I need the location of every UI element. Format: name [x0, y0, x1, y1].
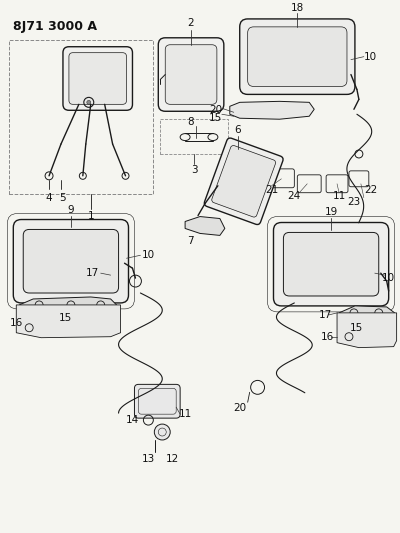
Text: 2: 2	[188, 18, 194, 28]
Text: 15: 15	[59, 313, 72, 323]
Bar	[160, 119, 228, 154]
Text: 4: 4	[46, 192, 52, 203]
Text: 15: 15	[209, 113, 222, 123]
FancyBboxPatch shape	[284, 232, 379, 296]
Text: 11: 11	[332, 191, 346, 201]
Text: 8: 8	[187, 117, 193, 127]
Circle shape	[87, 100, 91, 104]
Text: 22: 22	[364, 185, 378, 195]
Text: 11: 11	[178, 409, 192, 419]
Text: 21: 21	[265, 185, 278, 195]
FancyBboxPatch shape	[274, 222, 389, 306]
Text: 20: 20	[209, 106, 222, 115]
Polygon shape	[337, 313, 397, 348]
Polygon shape	[16, 305, 120, 338]
Text: 3: 3	[191, 165, 197, 175]
Text: 16: 16	[320, 332, 334, 342]
Text: 9: 9	[68, 205, 74, 215]
FancyBboxPatch shape	[13, 220, 128, 303]
Polygon shape	[230, 101, 314, 119]
Text: 5: 5	[60, 192, 66, 203]
FancyBboxPatch shape	[248, 27, 347, 86]
Text: 10: 10	[142, 251, 155, 260]
Polygon shape	[185, 216, 225, 236]
Text: 12: 12	[166, 454, 179, 464]
Text: 10: 10	[382, 273, 395, 283]
Polygon shape	[339, 306, 395, 320]
Text: 1: 1	[88, 211, 94, 221]
FancyBboxPatch shape	[158, 38, 224, 111]
FancyBboxPatch shape	[212, 146, 276, 217]
FancyBboxPatch shape	[69, 53, 126, 104]
Text: 7: 7	[187, 236, 193, 246]
Text: 24: 24	[288, 191, 301, 201]
Text: 23: 23	[347, 197, 360, 207]
FancyBboxPatch shape	[240, 19, 355, 94]
FancyBboxPatch shape	[23, 229, 118, 293]
Text: 20: 20	[233, 403, 246, 413]
Text: 8J71 3000 A: 8J71 3000 A	[13, 20, 97, 33]
Text: 16: 16	[9, 318, 22, 328]
Text: 18: 18	[291, 3, 304, 13]
Bar	[9, 40, 153, 193]
Text: 10: 10	[364, 52, 377, 62]
Text: 15: 15	[350, 323, 364, 333]
Text: 14: 14	[126, 415, 139, 425]
Polygon shape	[19, 297, 116, 313]
FancyBboxPatch shape	[63, 47, 132, 110]
Circle shape	[154, 424, 170, 440]
Text: 17: 17	[86, 268, 99, 278]
FancyBboxPatch shape	[134, 384, 180, 418]
FancyBboxPatch shape	[204, 138, 283, 224]
FancyBboxPatch shape	[165, 45, 217, 104]
Text: 6: 6	[234, 125, 241, 135]
Text: 17: 17	[318, 310, 332, 320]
Text: 13: 13	[142, 454, 155, 464]
Text: 19: 19	[324, 207, 338, 216]
